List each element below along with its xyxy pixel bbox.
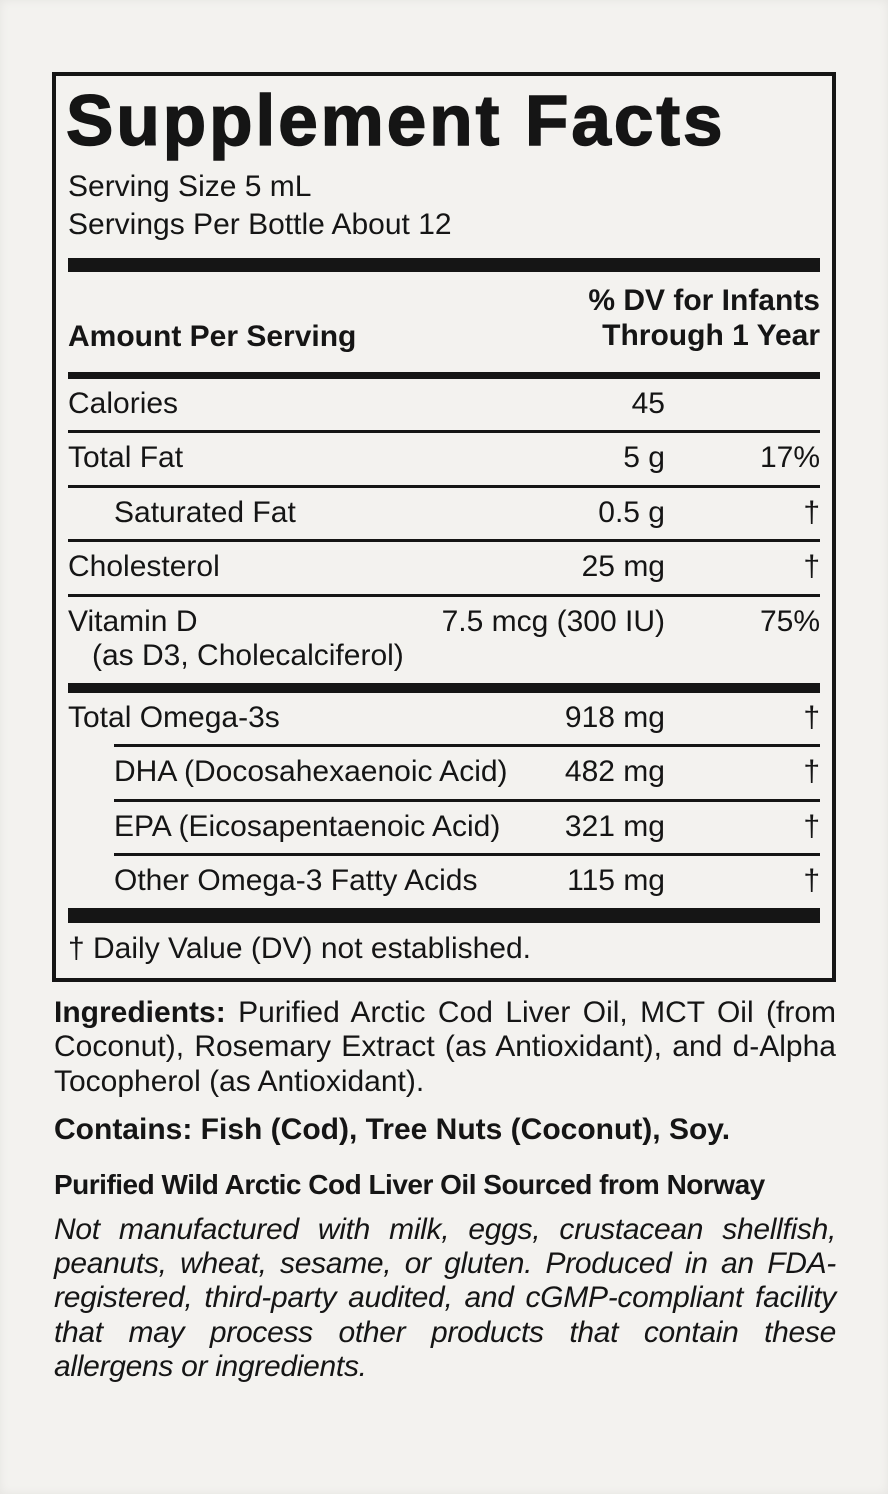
nutrient-name: Total Omega-3s [68,700,280,734]
divider [114,798,820,802]
nutrient-name: Cholesterol [68,550,220,584]
table-row: Vitamin D (as D3, Cholecalciferol) 7.5 m… [68,597,820,683]
thick-divider-top [68,258,820,272]
divider [114,744,820,748]
nutrient-name: DHA (Docosahexaenoic Acid) [114,755,508,789]
panel-title: Supplement Facts [65,82,726,161]
nutrient-dv: † [803,495,820,529]
dv-footnote: † Daily Value (DV) not established. [68,931,532,965]
nutrient-amount: 482 mg [564,755,665,789]
thick-divider-header [68,371,820,379]
dv-header-line2: Through 1 Year [602,318,820,352]
nutrient-name: Calories [68,386,179,420]
divider [68,484,820,488]
ingredients-label: Ingredients: [54,995,226,1029]
ingredients-text: Purified Arctic Cod Liver Oil, MCT Oil (… [54,995,836,1099]
dv-column-header: % DV for Infants Through 1 Year [588,284,820,354]
supplement-facts-panel: Supplement Facts Serving Size 5 mL Servi… [52,72,836,982]
nutrient-name: Vitamin D (as D3, Cholecalciferol) [68,605,442,674]
table-row: DHA (Docosahexaenoic Acid) 482 mg † [68,747,820,799]
nutrient-amount: 45 [631,386,665,420]
nutrient-amount: 5 g [623,441,665,475]
divider [68,539,820,543]
table-row: Saturated Fat 0.5 g † [68,488,820,540]
nutrient-amount: 918 mg [564,700,665,734]
ingredients-paragraph: Ingredients: Purified Arctic Cod Liver O… [54,996,836,1100]
nutrient-amount: 321 mg [564,809,665,843]
nutrient-amount: 7.5 mcg (300 IU) [441,604,665,638]
divider [68,430,820,434]
dv-header-line1: % DV for Infants [588,284,820,317]
nutrient-dv: 17% [759,441,820,475]
table-row: Cholesterol 25 mg † [68,542,820,594]
servings-per-bottle: Servings Per Bottle About 12 [68,208,452,242]
nutrient-dv: † [803,755,820,789]
contains-statement: Contains: Fish (Cod), Tree Nuts (Coconut… [54,1112,731,1146]
thick-divider-bottom [68,907,820,923]
thick-divider-omega [68,682,820,693]
table-row: Total Omega-3s 918 mg † [68,693,820,745]
nutrient-name: Other Omega-3 Fatty Acids [114,864,478,898]
nutrient-dv: † [803,550,820,584]
nutrient-dv: 75% [759,604,820,638]
table-row: EPA (Eicosapentaenoic Acid) 321 mg † [68,802,820,854]
nutrient-dv: † [803,864,820,898]
amount-column-header: Amount Per Serving [68,319,357,353]
nutrient-name-main: Vitamin D [68,604,198,638]
table-row: Total Fat 5 g 17% [68,433,820,485]
table-row: Calories 45 [68,379,820,431]
sourced-heading: Purified Wild Arctic Cod Liver Oil Sourc… [54,1168,765,1200]
divider [114,853,820,857]
label-text-sections: Ingredients: Purified Arctic Cod Liver O… [54,996,836,1384]
serving-size: Serving Size 5 mL [68,170,312,204]
table-header-row: Amount Per Serving % DV for Infants Thro… [68,284,820,362]
nutrient-name: Saturated Fat [114,495,296,529]
nutrient-name: EPA (Eicosapentaenoic Acid) [114,809,501,843]
allergen-note: Not manufactured with milk, eggs, crusta… [54,1212,836,1383]
nutrient-amount: 25 mg [581,550,665,584]
nutrient-dv: † [803,809,820,843]
nutrient-name: Total Fat [68,441,184,475]
nutrient-name-sub: (as D3, Cholecalciferol) [92,639,404,673]
nutrient-dv: † [803,700,820,734]
nutrient-amount: 115 mg [567,864,665,898]
divider [68,593,820,597]
nutrient-amount: 0.5 g [598,495,665,529]
table-row: Other Omega-3 Fatty Acids 115 mg † [68,856,820,908]
